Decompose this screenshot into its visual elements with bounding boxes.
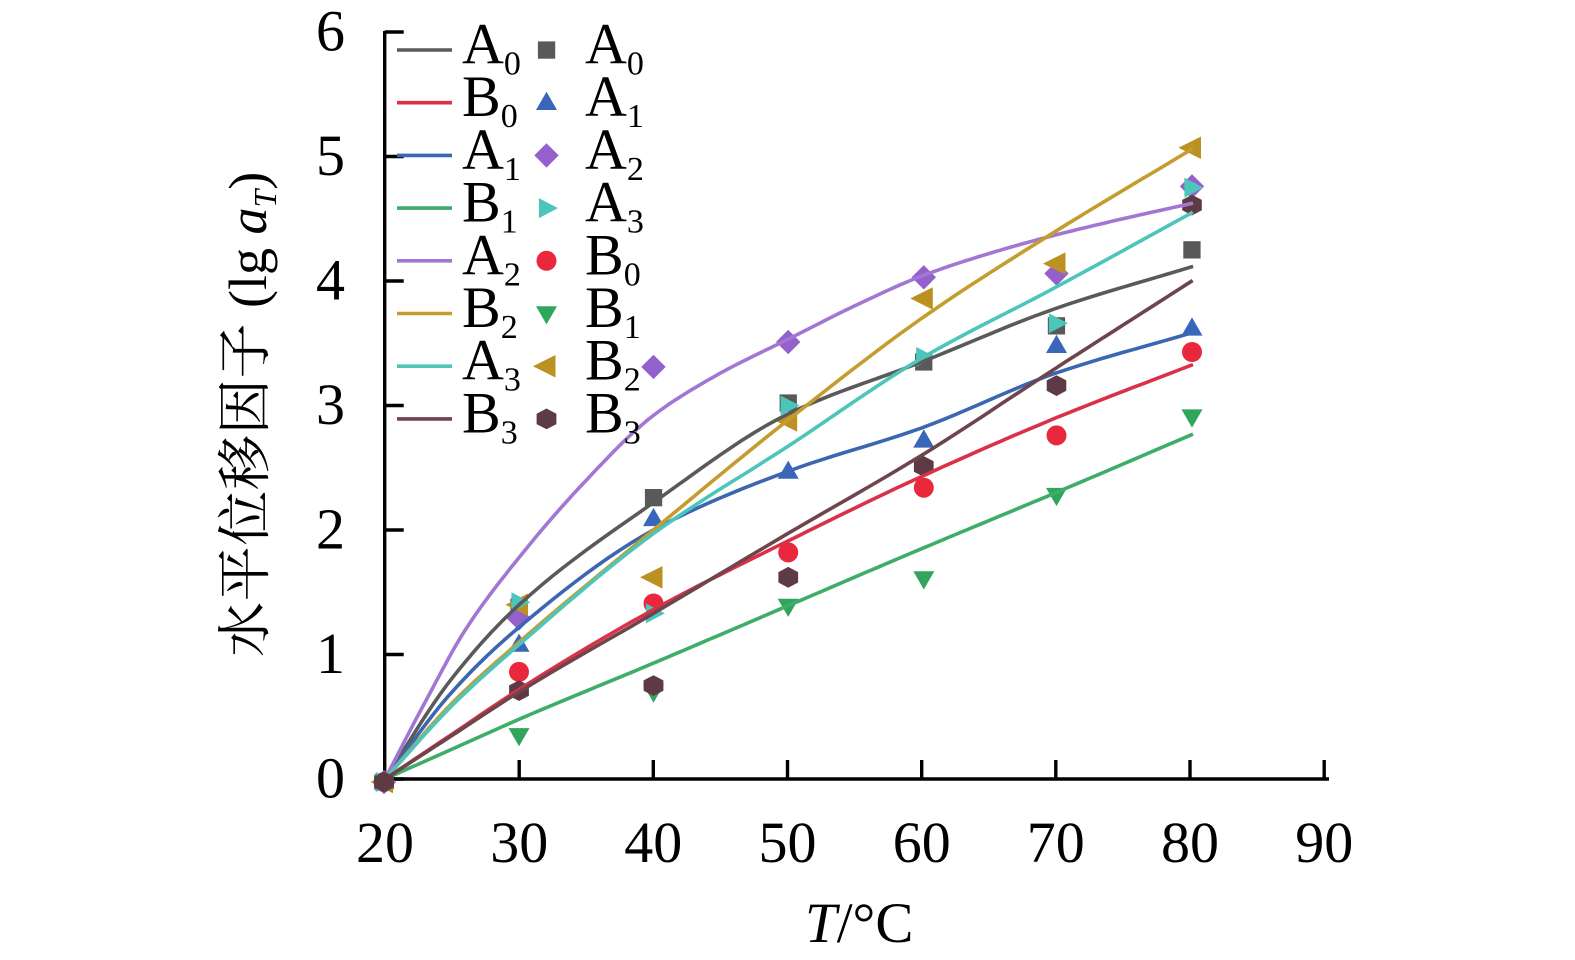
svg-text:50: 50 <box>759 810 817 875</box>
svg-text:B2: B2 <box>585 328 641 399</box>
svg-text:90: 90 <box>1295 810 1353 875</box>
svg-text:0: 0 <box>316 746 345 811</box>
svg-text:3: 3 <box>316 372 345 437</box>
svg-text:2: 2 <box>316 497 345 562</box>
svg-text:70: 70 <box>1027 810 1085 875</box>
svg-text:60: 60 <box>893 810 951 875</box>
svg-text:30: 30 <box>490 810 548 875</box>
svg-text:(lg aT): (lg aT) <box>218 172 283 308</box>
svg-text:4: 4 <box>316 248 345 313</box>
svg-text:6: 6 <box>316 0 345 64</box>
svg-text:20: 20 <box>356 810 414 875</box>
svg-text:A1: A1 <box>462 117 521 188</box>
svg-text:5: 5 <box>316 123 345 188</box>
svg-text:1: 1 <box>316 621 345 686</box>
svg-text:80: 80 <box>1161 810 1219 875</box>
svg-text:T/°C: T/°C <box>805 892 913 955</box>
svg-text:40: 40 <box>624 810 682 875</box>
